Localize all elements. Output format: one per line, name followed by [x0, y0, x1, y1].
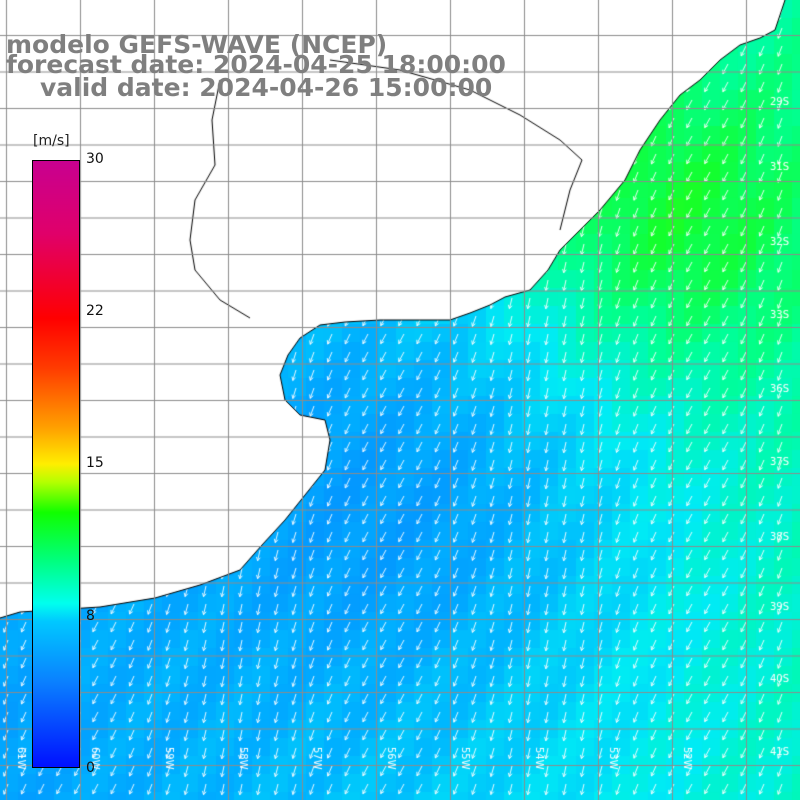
colorbar	[32, 160, 80, 768]
colorbar-tick: 8	[86, 608, 95, 624]
colorbar-tick: 30	[86, 151, 104, 167]
colorbar-unit: [m/s]	[33, 133, 70, 149]
colorbar-tick: 0	[86, 760, 95, 776]
model-title: modelo GEFS-WAVE (NCEP)	[6, 30, 388, 59]
forecast-date: forecast date: 2024-04-25 18:00:00	[6, 50, 506, 79]
valid-date: valid date: 2024-04-26 15:00:00	[40, 73, 493, 102]
colorbar-tick: 22	[86, 303, 104, 319]
colorbar-tick: 15	[86, 455, 104, 471]
